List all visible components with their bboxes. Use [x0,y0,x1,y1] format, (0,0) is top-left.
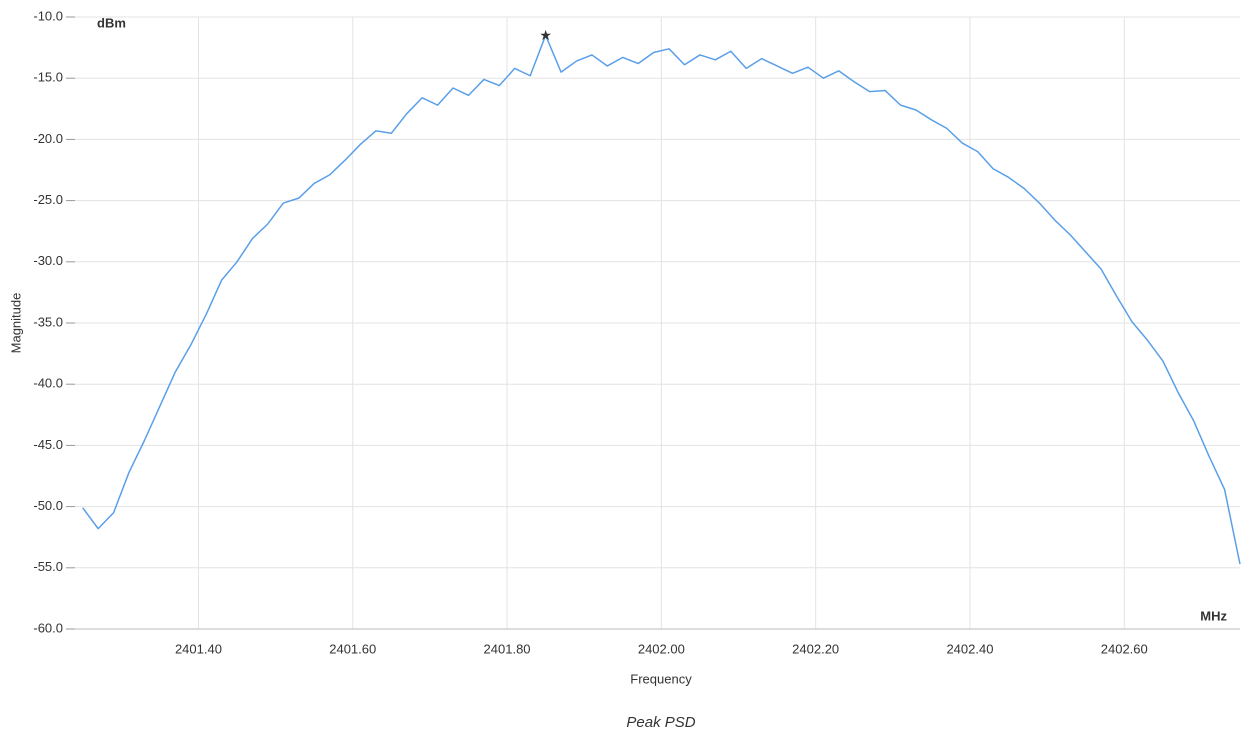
x-unit: MHz [1200,608,1227,623]
x-tick-label: 2401.80 [484,641,531,656]
y-tick-label: -45.0 [33,437,63,452]
x-tick-label: 2402.40 [946,641,993,656]
y-tick-label: -35.0 [33,314,63,329]
y-tick-label: -20.0 [33,131,63,146]
peak-marker: ★ [539,27,552,43]
y-tick-label: -60.0 [33,620,63,635]
y-tick-label: -55.0 [33,559,63,574]
y-tick-label: -15.0 [33,70,63,85]
x-tick-label: 2402.00 [638,641,685,656]
y-unit: dBm [97,15,126,30]
x-tick-label: 2401.60 [329,641,376,656]
y-tick-label: -10.0 [33,8,63,23]
x-tick-label: 2402.60 [1101,641,1148,656]
y-tick-label: -50.0 [33,498,63,513]
y-tick-label: -25.0 [33,192,63,207]
x-tick-label: 2402.20 [792,641,839,656]
x-tick-label: 2401.40 [175,641,222,656]
y-axis-label: Magnitude [8,293,23,354]
y-tick-label: -30.0 [33,253,63,268]
y-tick-label: -40.0 [33,376,63,391]
series-line [82,34,1241,565]
chart-title: Peak PSD [626,714,695,731]
x-axis-label: Frequency [630,671,692,686]
